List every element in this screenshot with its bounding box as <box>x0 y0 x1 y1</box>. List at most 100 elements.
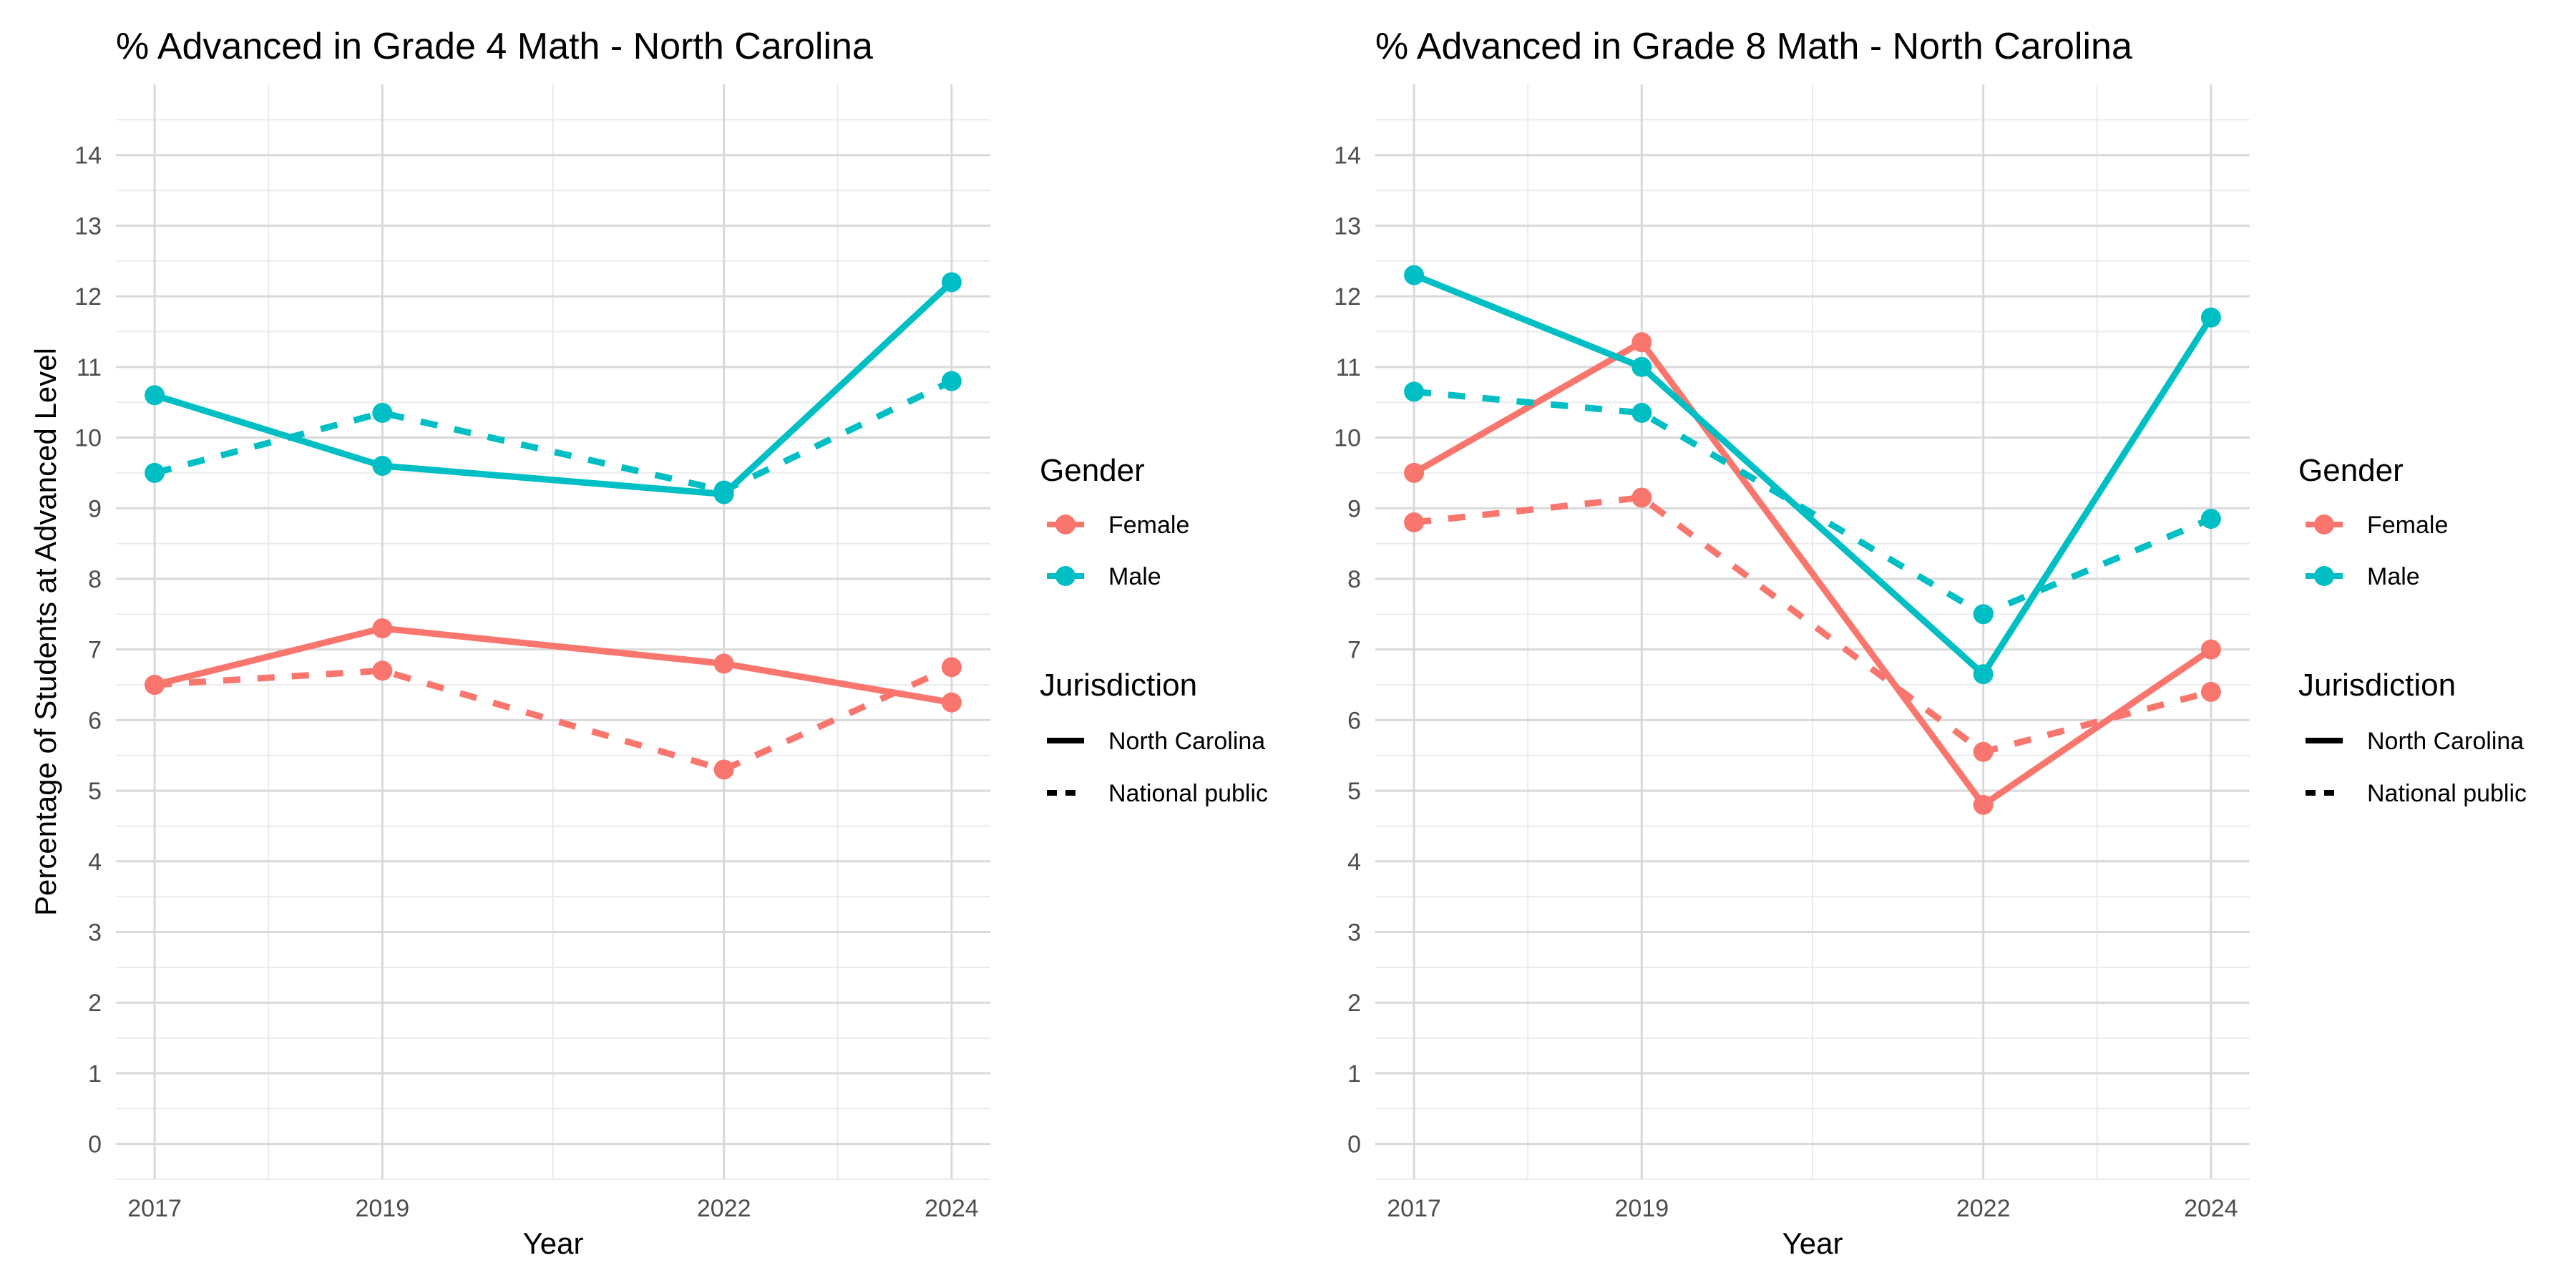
legend-label-national-public: National public <box>1108 780 1268 807</box>
y-tick-label: 4 <box>1347 849 1361 876</box>
y-tick-label: 12 <box>1334 283 1361 311</box>
data-point-male-2019 <box>1631 403 1652 423</box>
data-point-male-2019 <box>372 456 393 477</box>
y-tick-label: 5 <box>88 778 102 805</box>
y-tick-label: 12 <box>74 283 102 311</box>
y-tick-label: 11 <box>77 354 102 381</box>
y-tick-label: 14 <box>74 142 102 170</box>
data-point-male-2022 <box>713 480 734 501</box>
legend-title-gender: Gender <box>1040 453 1145 488</box>
series-line-male-national-public <box>153 378 953 494</box>
chart-title: % Advanced in Grade 8 Math - North Carol… <box>1375 26 2132 67</box>
x-tick-label: 2019 <box>356 1195 410 1222</box>
chart-title: % Advanced in Grade 4 Math - North Carol… <box>116 26 873 67</box>
legend-title-jurisdiction: Jurisdiction <box>1040 668 1197 703</box>
data-point-male-2022 <box>1973 664 1994 685</box>
legend-key-point-male <box>1055 566 1075 586</box>
legend-label-north-carolina: North Carolina <box>1108 728 1265 755</box>
y-tick-label: 11 <box>1336 354 1361 381</box>
y-tick-label: 2 <box>1347 990 1361 1017</box>
data-point-female-2024 <box>2200 681 2221 702</box>
data-point-female-2022 <box>713 759 734 780</box>
series-line-male-north-carolina <box>1413 272 2214 678</box>
data-point-male-2024 <box>2200 307 2221 328</box>
legend-label-male: Male <box>1108 563 1161 590</box>
data-point-female-2017 <box>1404 512 1425 532</box>
x-tick-label: 2019 <box>1615 1195 1669 1222</box>
y-tick-label: 0 <box>1347 1131 1361 1158</box>
y-tick-label: 13 <box>1334 213 1361 240</box>
x-tick-label: 2022 <box>1956 1195 2011 1222</box>
y-tick-label: 9 <box>1347 495 1361 522</box>
data-point-female-2017 <box>1404 462 1425 483</box>
data-point-male-2024 <box>941 272 962 293</box>
series-line-female-north-carolina <box>154 625 952 706</box>
y-tick-label: 8 <box>88 566 102 593</box>
y-tick-label: 7 <box>88 637 102 664</box>
y-tick-label: 0 <box>88 1131 102 1158</box>
legend-title-jurisdiction: Jurisdiction <box>2298 668 2456 703</box>
y-tick-label: 14 <box>1334 142 1361 170</box>
y-tick-label: 1 <box>88 1060 102 1088</box>
x-tick-label: 2017 <box>1387 1195 1441 1222</box>
y-tick-label: 7 <box>1347 637 1361 664</box>
x-tick-label: 2024 <box>924 1195 979 1222</box>
data-point-female-2024 <box>2200 639 2221 660</box>
y-tick-label: 4 <box>88 849 102 876</box>
legend-label-female: Female <box>2367 512 2448 539</box>
data-point-female-2019 <box>372 660 393 681</box>
data-point-female-2019 <box>1631 332 1652 353</box>
y-tick-label: 10 <box>1334 425 1361 452</box>
y-tick-label: 6 <box>1347 707 1361 734</box>
y-tick-label: 13 <box>74 213 102 240</box>
data-point-male-2019 <box>372 403 393 423</box>
data-point-female-2017 <box>145 675 165 696</box>
series-line-female-north-carolina <box>1412 338 2213 809</box>
data-point-female-2019 <box>1631 487 1652 508</box>
y-tick-label: 10 <box>74 425 102 452</box>
legend-title-gender: Gender <box>2298 453 2404 488</box>
y-axis-title: Percentage of Students at Advanced Level <box>29 348 62 916</box>
x-tick-label: 2024 <box>2184 1195 2238 1222</box>
y-tick-label: 3 <box>1347 919 1361 947</box>
series-line-female-national-public <box>1413 494 2212 756</box>
y-tick-label: 8 <box>1347 566 1361 593</box>
data-point-male-2017 <box>1404 265 1425 286</box>
data-point-female-2022 <box>1973 741 1994 762</box>
data-point-male-2024 <box>941 371 962 391</box>
series-line-male-north-carolina <box>153 280 954 497</box>
legend-key-point-female <box>2314 514 2334 535</box>
legend: Gender Female Male Jurisdiction North Caroli… <box>1040 453 1268 807</box>
x-axis-title: Year <box>1782 1226 1843 1260</box>
y-tick-label: 5 <box>1347 778 1361 805</box>
data-point-male-2019 <box>1631 356 1652 377</box>
series-line-female-national-public <box>154 664 953 773</box>
series-line-male-national-public <box>1413 388 2212 618</box>
y-tick-label: 3 <box>88 919 102 947</box>
data-point-male-2017 <box>145 462 165 483</box>
data-point-female-2024 <box>941 692 962 713</box>
data-point-male-2017 <box>145 385 165 406</box>
x-tick-label: 2017 <box>127 1195 182 1222</box>
legend-label-north-carolina: North Carolina <box>2367 728 2524 755</box>
x-tick-label: 2022 <box>697 1195 751 1222</box>
y-tick-label: 2 <box>88 990 102 1017</box>
legend-label-female: Female <box>1108 512 1189 539</box>
y-tick-label: 6 <box>88 707 102 734</box>
legend-key-point-male <box>2314 566 2334 586</box>
data-point-male-2024 <box>2200 509 2221 530</box>
data-point-male-2017 <box>1404 381 1425 402</box>
legend-label-national-public: National public <box>2367 780 2527 807</box>
data-point-female-2024 <box>941 657 962 678</box>
y-tick-label: 9 <box>88 495 102 522</box>
legend-label-male: Male <box>2367 563 2420 590</box>
legend: Gender Female Male Jurisdiction North Caroli… <box>2298 453 2527 807</box>
y-tick-label: 1 <box>1347 1060 1361 1088</box>
legend-key-point-female <box>1055 514 1075 535</box>
x-axis-title: Year <box>523 1226 584 1260</box>
data-point-male-2022 <box>1973 604 1994 625</box>
data-point-female-2022 <box>713 653 734 674</box>
